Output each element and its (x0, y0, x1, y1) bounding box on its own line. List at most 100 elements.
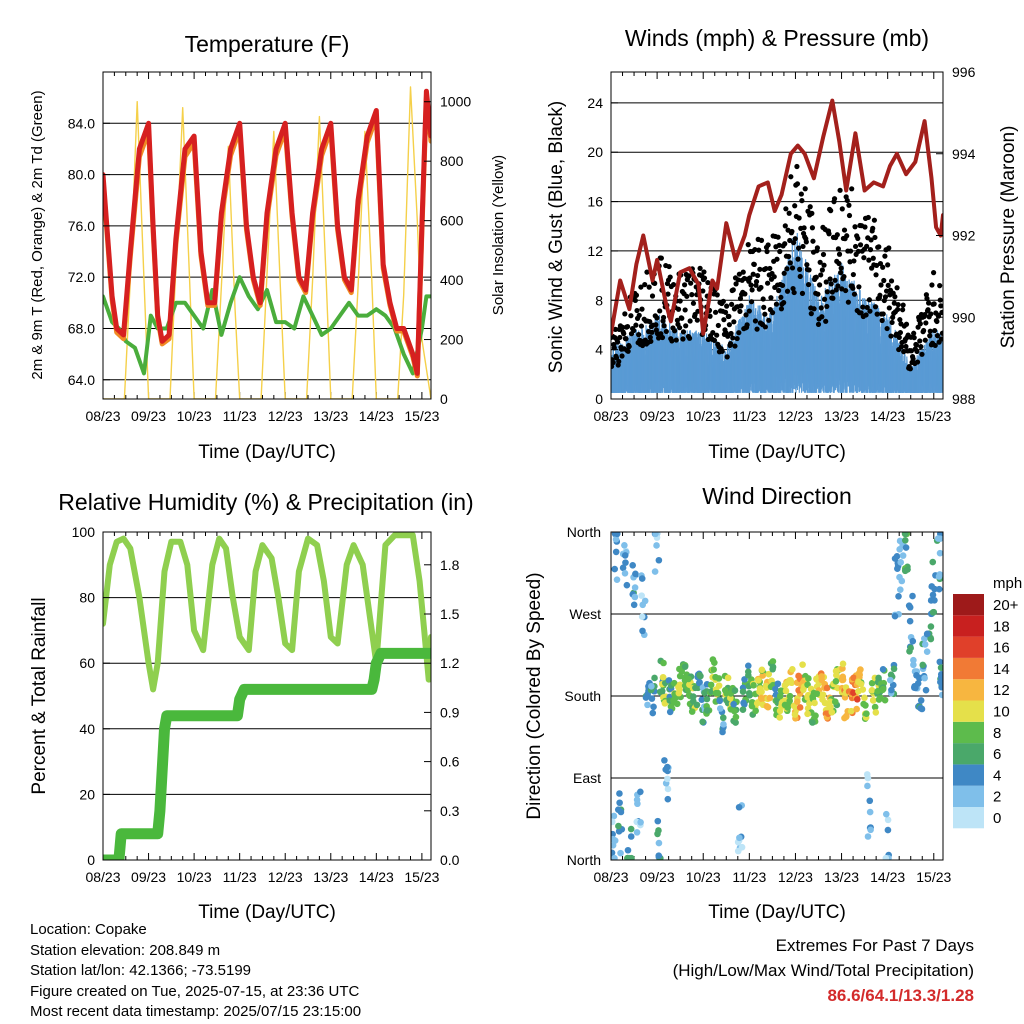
gust-point (821, 262, 827, 268)
extremes-subtitle: (High/Low/Max Wind/Total Precipitation) (672, 961, 974, 980)
direction-point (611, 835, 617, 843)
direction-point (923, 630, 931, 638)
dewpoint-2m-line (103, 275, 431, 376)
relative-humidity-line (103, 532, 431, 693)
gust-point (794, 163, 800, 170)
direction-point (788, 679, 795, 687)
gust-point (733, 281, 739, 287)
gust-point (701, 269, 707, 275)
direction-point (661, 700, 669, 707)
gust-point (742, 291, 748, 297)
direction-point (748, 698, 756, 706)
gust-point (712, 309, 719, 315)
direction-point (938, 683, 943, 691)
direction-point (907, 644, 914, 652)
direction-point (928, 583, 936, 590)
gust-point (827, 276, 833, 282)
gust-point (701, 275, 708, 281)
direction-point (675, 689, 683, 697)
gust-point (795, 256, 801, 262)
gust-point (633, 292, 640, 298)
direction-point (655, 556, 663, 564)
y-tick-label: 16 (587, 194, 603, 210)
direction-point (638, 613, 646, 621)
direction-point (914, 680, 922, 687)
direction-point (881, 696, 889, 704)
gust-point (734, 335, 740, 342)
direction-point (719, 728, 726, 736)
gust-point (820, 251, 827, 258)
direction-point (909, 592, 916, 600)
gust-point (900, 302, 906, 308)
gust-point (752, 246, 758, 253)
direction-point (738, 843, 746, 851)
y-tick-label: North (567, 852, 601, 868)
gust-point (804, 262, 810, 268)
direction-point (879, 666, 887, 673)
gust-point (649, 293, 656, 299)
humidity-plot-area (103, 532, 431, 860)
direction-point (896, 586, 904, 593)
direction-point (896, 537, 904, 545)
gust-point (852, 243, 859, 250)
gust-point (880, 264, 886, 270)
gust-point (880, 311, 886, 317)
gust-point (726, 322, 733, 328)
direction-point (839, 676, 847, 684)
gust-point (898, 344, 905, 350)
gust-point (834, 232, 840, 238)
direction-point (639, 627, 646, 635)
gust-point (736, 330, 742, 336)
y-tick-label: 0 (87, 852, 95, 868)
gust-point (787, 260, 793, 266)
gust-point (890, 314, 896, 320)
direction-point (906, 617, 914, 625)
direction-point (621, 541, 628, 549)
direction-point (654, 830, 661, 838)
direction-point (850, 674, 857, 682)
direction-point (698, 696, 706, 704)
gust-point (720, 298, 726, 304)
direction-point (893, 553, 901, 560)
x-tick-label: 13/23 (824, 869, 859, 885)
gust-point (792, 203, 798, 209)
x-tick-label: 11/23 (732, 408, 766, 424)
direction-point (776, 692, 784, 700)
legend-label: 20+ (993, 597, 1019, 614)
gust-point (897, 317, 903, 323)
direction-point (809, 719, 816, 726)
gust-point (930, 270, 937, 276)
gust-point (846, 202, 852, 208)
direction-point (715, 682, 723, 689)
direction-point (611, 818, 616, 826)
gust-point (714, 292, 720, 298)
gust-point (932, 327, 938, 334)
y-tick-label: North (567, 524, 601, 540)
chart-title: Wind Direction (702, 483, 852, 509)
gust-point (895, 306, 901, 313)
gust-point (724, 354, 730, 360)
legend-swatch (953, 721, 984, 744)
gust-point (810, 238, 816, 244)
gust-point (855, 248, 861, 254)
direction-point (623, 581, 631, 589)
winds-plot-area (611, 98, 943, 393)
y2-tick-label: 0 (440, 391, 448, 407)
direction-plot-area (611, 532, 943, 860)
direction-point (707, 681, 715, 689)
gust-point (824, 303, 830, 310)
gust-point (801, 225, 807, 231)
gust-point (786, 210, 792, 216)
gust-point (694, 317, 700, 323)
y-axis-label: Percent & Total Rainfall (29, 597, 50, 794)
direction-point (731, 687, 739, 694)
y-tick-label: 72.0 (68, 269, 95, 285)
y2-tick-label: 990 (952, 309, 976, 325)
gust-point (900, 307, 906, 313)
direction-point (621, 552, 629, 559)
gust-point (761, 304, 767, 310)
direction-point (721, 686, 729, 694)
direction-point (921, 674, 928, 682)
gust-point (868, 237, 874, 243)
y-tick-label: West (569, 606, 601, 622)
